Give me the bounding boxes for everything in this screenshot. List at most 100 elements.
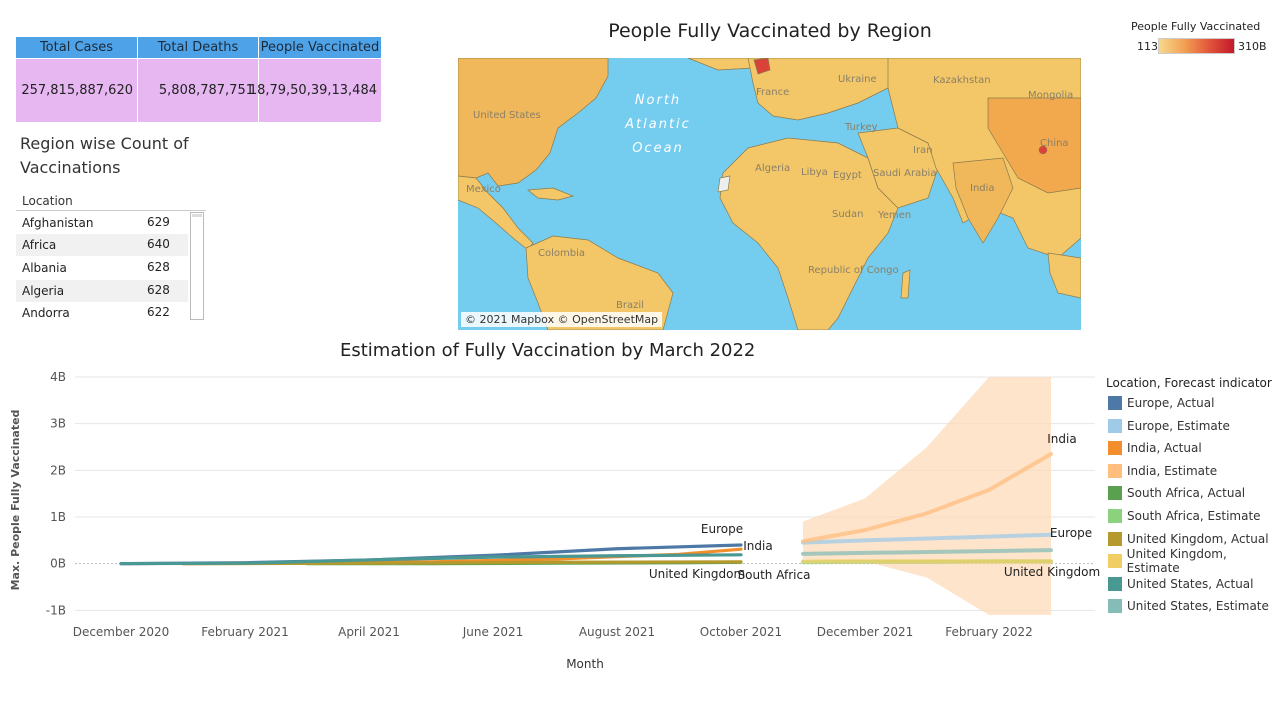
series-annotation: India bbox=[1047, 432, 1076, 446]
row-location: Algeria bbox=[22, 284, 65, 298]
western-sahara-shape[interactable] bbox=[717, 175, 731, 193]
legend-swatch bbox=[1108, 576, 1122, 591]
legend-item[interactable]: South Africa, Actual bbox=[1108, 484, 1245, 502]
china-marker[interactable] bbox=[1038, 145, 1048, 155]
kpi-header-total-deaths[interactable]: Total Deaths bbox=[138, 37, 258, 58]
choropleth-map[interactable]: North Atlantic Ocean United States Mexic… bbox=[458, 58, 1081, 330]
y-tick-label: -1B bbox=[46, 603, 66, 617]
row-location: Albania bbox=[22, 261, 67, 275]
row-value: 628 bbox=[147, 283, 170, 297]
row-value: 628 bbox=[147, 260, 170, 274]
x-tick-label: June 2021 bbox=[462, 625, 524, 639]
map-label: Libya bbox=[801, 167, 828, 178]
map-label: Saudi Arabia bbox=[873, 168, 936, 179]
caribbean-shape[interactable] bbox=[527, 187, 575, 201]
location-column-header[interactable]: Location bbox=[22, 194, 73, 208]
map-label: Iran bbox=[913, 145, 933, 156]
y-tick-label: 3B bbox=[50, 417, 66, 431]
map-legend-gradient bbox=[1158, 38, 1235, 54]
series-annotation: United Kingdom bbox=[1004, 565, 1100, 579]
line-chart-legend-title: Location, Forecast indicator bbox=[1106, 376, 1272, 390]
x-tick-label: October 2021 bbox=[700, 625, 782, 639]
ocean-label-2: Atlantic bbox=[624, 117, 691, 132]
legend-item[interactable]: United States, Estimate bbox=[1108, 597, 1269, 615]
y-tick-label: 0B bbox=[50, 557, 66, 571]
x-tick-label: April 2021 bbox=[338, 625, 400, 639]
series-annotation: Europe bbox=[1050, 526, 1092, 540]
legend-item[interactable]: Europe, Actual bbox=[1108, 394, 1214, 412]
scrollbar-thumb[interactable] bbox=[192, 214, 202, 217]
table-row[interactable]: Afghanistan 629 bbox=[16, 212, 188, 234]
legend-item[interactable]: United Kingdom, Actual bbox=[1108, 530, 1269, 548]
india-shape[interactable] bbox=[952, 157, 1014, 244]
legend-item[interactable]: United States, Actual bbox=[1108, 575, 1253, 593]
north-america-shape[interactable] bbox=[458, 58, 609, 187]
map-label: Colombia bbox=[538, 248, 585, 259]
row-value: 622 bbox=[147, 305, 170, 319]
legend-item[interactable]: India, Actual bbox=[1108, 439, 1202, 457]
row-location: Andorra bbox=[22, 306, 70, 320]
legend-label: Europe, Estimate bbox=[1127, 418, 1230, 433]
madagascar-shape[interactable] bbox=[900, 269, 911, 299]
map-attribution[interactable]: © 2021 Mapbox © OpenStreetMap bbox=[461, 312, 663, 327]
table-row[interactable]: Andorra 622 bbox=[16, 302, 188, 324]
forecast-band bbox=[803, 377, 1051, 615]
legend-item[interactable]: India, Estimate bbox=[1108, 462, 1217, 480]
series-line bbox=[119, 553, 743, 566]
region-section-title: Region wise Count of Vaccinations bbox=[20, 134, 189, 177]
map-label: Yemen bbox=[877, 210, 911, 221]
x-tick-label: February 2022 bbox=[945, 625, 1033, 639]
map-label: Kazakhstan bbox=[933, 75, 991, 86]
legend-label: South Africa, Actual bbox=[1127, 486, 1246, 501]
map-label: Algeria bbox=[755, 163, 790, 174]
china-shape[interactable] bbox=[987, 97, 1081, 194]
map-label: China bbox=[1040, 138, 1069, 149]
kpi-header-total-cases[interactable]: Total Cases bbox=[16, 37, 137, 58]
southeast-asia-shape[interactable] bbox=[1047, 252, 1081, 299]
kpi-value-people-vaccinated: 18,79,50,39,13,484 bbox=[249, 59, 381, 122]
south-america-shape[interactable] bbox=[525, 235, 674, 330]
y-tick-label: 1B bbox=[50, 510, 66, 524]
map-label: Republic of Congo bbox=[808, 265, 899, 276]
legend-swatch bbox=[1108, 441, 1122, 456]
series-annotation: United Kingdom bbox=[649, 567, 745, 581]
x-tick-label: August 2021 bbox=[579, 625, 655, 639]
map-label: Egypt bbox=[833, 170, 862, 181]
y-axis-label: Max. People Fully Vaccinated bbox=[9, 410, 22, 591]
legend-item[interactable]: United Kingdom, Estimate bbox=[1108, 547, 1280, 575]
line-chart[interactable]: 4B 3B 2B 1B 0B -1B Max. People Fully Vaccinate… bbox=[0, 365, 1100, 685]
legend-swatch bbox=[1108, 463, 1122, 478]
legend-label: Europe, Actual bbox=[1127, 396, 1215, 410]
series-line bbox=[801, 548, 1053, 556]
x-tick-label: December 2020 bbox=[73, 625, 170, 639]
legend-label: United States, Actual bbox=[1127, 576, 1254, 591]
y-tick-label: 4B bbox=[50, 370, 66, 384]
legend-swatch bbox=[1108, 396, 1122, 410]
location-table: Afghanistan 629 Africa 640 Albania 628 A… bbox=[16, 210, 206, 323]
x-tick-label: February 2021 bbox=[201, 625, 289, 639]
map-label: Ukraine bbox=[838, 74, 877, 85]
legend-item[interactable]: South Africa, Estimate bbox=[1108, 507, 1261, 525]
legend-label: United Kingdom, Actual bbox=[1127, 531, 1269, 546]
kpi-value-total-cases: 257,815,887,620 bbox=[16, 59, 137, 122]
map-legend-title: People Fully Vaccinated bbox=[1131, 20, 1261, 33]
legend-label: United Kingdom, Estimate bbox=[1126, 547, 1227, 576]
x-tick-label: December 2021 bbox=[817, 625, 914, 639]
table-scrollbar[interactable] bbox=[190, 212, 204, 320]
table-row[interactable]: Africa 640 bbox=[16, 234, 188, 256]
row-value: 629 bbox=[147, 215, 170, 229]
table-row[interactable]: Algeria 628 bbox=[16, 280, 188, 302]
map-label: Mongolia bbox=[1028, 90, 1073, 101]
map-label: Mexico bbox=[466, 184, 501, 195]
legend-label: India, Actual bbox=[1127, 441, 1202, 456]
legend-swatch bbox=[1108, 486, 1122, 501]
map-title: People Fully Vaccinated by Region bbox=[608, 20, 932, 42]
row-location: Afghanistan bbox=[22, 216, 94, 230]
series-annotation: India bbox=[743, 539, 772, 553]
uk-shape[interactable] bbox=[753, 58, 771, 75]
table-row[interactable]: Albania 628 bbox=[16, 257, 188, 279]
kpi-header-people-vaccinated[interactable]: People Vaccinated bbox=[259, 37, 381, 58]
africa-shape[interactable] bbox=[719, 137, 899, 330]
legend-item[interactable]: Europe, Estimate bbox=[1108, 417, 1230, 435]
map-canvas[interactable]: North Atlantic Ocean United States Mexic… bbox=[458, 58, 1081, 330]
